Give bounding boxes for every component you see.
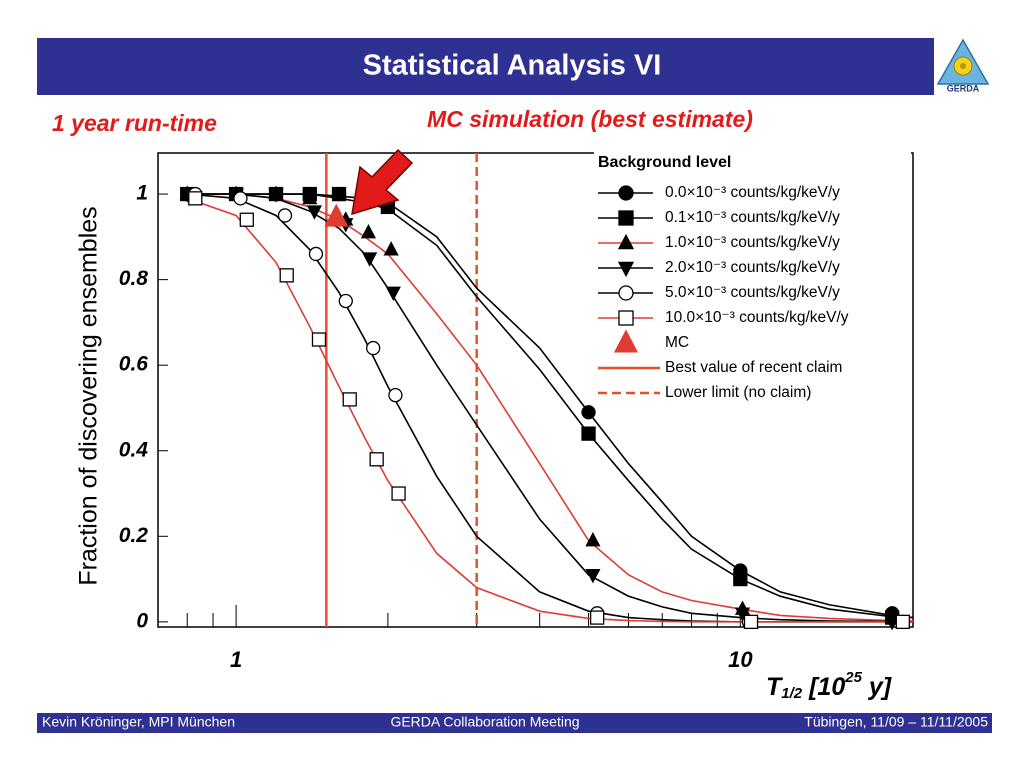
- y-tick-label: 0: [136, 609, 148, 632]
- legend-label: 1.0×10⁻³ counts/kg/keV/y: [665, 234, 840, 251]
- marker: [302, 189, 318, 205]
- legend-label: 0.0×10⁻³ counts/kg/keV/y: [665, 184, 840, 201]
- marker: [362, 252, 378, 267]
- marker: [233, 191, 248, 206]
- marker: [585, 568, 601, 584]
- title-bar: [37, 38, 992, 95]
- marker: [613, 329, 639, 353]
- marker: [617, 233, 635, 250]
- legend-label: Lower limit (no claim): [665, 384, 811, 401]
- legend-box: [594, 151, 911, 396]
- x-label-part: T: [766, 673, 784, 701]
- marker: [618, 210, 634, 226]
- plot: 0 0.2 0.4 0.6 0.8 1 1 10 Background level 0.0×10⁻…: [119, 151, 914, 672]
- footer-bar: [37, 713, 992, 733]
- marker: [342, 392, 357, 407]
- logo-text: GERDA: [947, 83, 980, 93]
- x-label-part: 25: [844, 669, 862, 686]
- marker: [324, 203, 349, 227]
- marker: [743, 614, 759, 630]
- legend: Background level 0.0×10⁻³ counts/kg/keV/y…: [594, 151, 911, 401]
- marker: [391, 486, 406, 501]
- marker: [884, 616, 900, 631]
- legend-label: 2.0×10⁻³ counts/kg/keV/y: [665, 259, 840, 276]
- legend-label: Best value of recent claim: [665, 359, 842, 376]
- y-tick-label: 0.2: [119, 524, 149, 547]
- marker: [277, 208, 293, 223]
- marker: [306, 205, 323, 220]
- marker: [895, 614, 910, 630]
- footer-text: Tübingen, 11/09 – 11/11/2005: [804, 714, 988, 730]
- legend-label: 10.0×10⁻³ counts/kg/keV/y: [665, 309, 849, 326]
- annotation: MC simulation (best estimate): [427, 106, 753, 132]
- marker: [618, 185, 634, 201]
- fit-curve: [187, 193, 914, 623]
- logo: GERDA: [934, 38, 992, 95]
- x-tick-label: 1: [230, 647, 242, 672]
- y-tick-label: 0.4: [119, 438, 149, 461]
- marker: [331, 186, 347, 202]
- x-label-part: 1/2: [781, 685, 803, 702]
- marker: [388, 387, 403, 403]
- y-axis-label: Fraction of discovering ensembles: [75, 206, 103, 585]
- legend-label: 0.1×10⁻³ counts/kg/keV/y: [665, 209, 840, 226]
- footer-text: Kevin Kröninger, MPI München: [42, 714, 235, 730]
- arrow: [351, 148, 414, 216]
- y-tick-label: 0.6: [119, 353, 149, 376]
- marker: [581, 426, 596, 441]
- marker: [734, 607, 751, 622]
- marker: [589, 610, 605, 625]
- legend-title: Background level: [598, 154, 731, 171]
- slide-title: Statistical Analysis VI: [363, 50, 662, 82]
- marker: [311, 332, 327, 347]
- legend-label: MC: [665, 334, 689, 351]
- y-tick-label: 1: [136, 182, 148, 205]
- y-tick-label: 0.8: [119, 267, 149, 290]
- legend-label: 5.0×10⁻³ counts/kg/keV/y: [665, 284, 840, 301]
- marker: [366, 340, 381, 356]
- marker: [617, 261, 635, 278]
- annotation: 1 year run-time: [52, 110, 217, 136]
- marker: [585, 532, 601, 547]
- footer-text: GERDA Collaboration Meeting: [390, 714, 579, 730]
- marker: [279, 268, 294, 283]
- marker: [268, 188, 284, 203]
- marker: [369, 452, 384, 467]
- marker: [383, 241, 399, 256]
- marker: [360, 224, 377, 239]
- x-axis-label: T1/2 [1025 y]: [766, 669, 893, 702]
- marker: [239, 212, 254, 227]
- x-label-part: [10: [802, 673, 845, 701]
- marker: [581, 405, 596, 420]
- fit-curve: [186, 197, 913, 623]
- x-label-part: y]: [862, 673, 893, 701]
- marker: [308, 246, 324, 262]
- x-tick-label: 10: [728, 647, 753, 672]
- marker: [618, 285, 634, 301]
- marker: [338, 293, 353, 309]
- marker: [733, 571, 748, 587]
- marker: [385, 286, 401, 302]
- marker: [188, 191, 203, 206]
- marker: [618, 310, 634, 326]
